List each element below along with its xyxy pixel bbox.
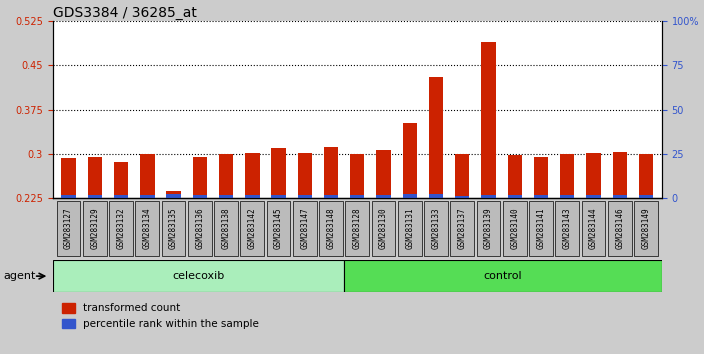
Bar	[403, 123, 417, 198]
Bar	[193, 157, 207, 198]
Bar	[245, 153, 260, 198]
Bar	[87, 195, 102, 198]
Bar	[61, 195, 76, 198]
Bar	[429, 194, 444, 198]
Bar	[560, 154, 574, 198]
Text: GSM283135: GSM283135	[169, 207, 178, 249]
Bar	[271, 148, 286, 198]
Bar	[344, 260, 662, 292]
Text: GSM283148: GSM283148	[327, 207, 336, 249]
Bar	[555, 201, 579, 256]
Text: GSM283128: GSM283128	[353, 207, 362, 249]
Text: GSM283141: GSM283141	[536, 207, 546, 249]
Bar	[612, 195, 627, 198]
Text: control: control	[484, 271, 522, 281]
Bar	[429, 77, 444, 198]
Text: GSM283147: GSM283147	[301, 207, 309, 249]
Bar	[350, 154, 365, 198]
Bar	[193, 195, 207, 198]
Bar	[140, 195, 154, 198]
Bar	[377, 195, 391, 198]
Text: GSM283143: GSM283143	[562, 207, 572, 249]
Text: GSM283146: GSM283146	[615, 207, 624, 249]
Bar	[377, 150, 391, 198]
Bar	[271, 195, 286, 198]
Text: GSM283145: GSM283145	[274, 207, 283, 249]
Text: GSM283132: GSM283132	[117, 207, 125, 249]
Bar	[346, 201, 369, 256]
Bar	[53, 260, 344, 292]
Bar	[612, 152, 627, 198]
Text: agent: agent	[4, 271, 36, 281]
Text: GSM283134: GSM283134	[143, 207, 152, 249]
Bar	[608, 201, 631, 256]
Bar	[482, 195, 496, 198]
Text: GSM283149: GSM283149	[641, 207, 650, 249]
Bar	[586, 153, 601, 198]
Text: GSM283142: GSM283142	[248, 207, 257, 249]
Bar	[219, 195, 233, 198]
Bar	[298, 195, 312, 198]
Bar	[109, 201, 133, 256]
Bar	[639, 154, 653, 198]
Text: celecoxib: celecoxib	[172, 271, 225, 281]
Bar	[140, 154, 154, 198]
Text: GSM283140: GSM283140	[510, 207, 520, 249]
Bar	[586, 195, 601, 198]
Bar	[560, 195, 574, 198]
Bar	[114, 195, 128, 198]
Bar	[267, 201, 290, 256]
Bar	[57, 201, 80, 256]
Text: GSM283127: GSM283127	[64, 207, 73, 249]
Bar	[219, 154, 233, 198]
Bar	[508, 155, 522, 198]
Bar	[324, 147, 338, 198]
Bar	[166, 191, 181, 198]
Bar	[245, 195, 260, 198]
Text: GSM283138: GSM283138	[222, 207, 230, 249]
Bar	[83, 201, 106, 256]
Bar	[425, 201, 448, 256]
Bar	[534, 157, 548, 198]
Bar	[503, 201, 527, 256]
Bar	[455, 154, 470, 198]
Text: GSM283131: GSM283131	[406, 207, 414, 249]
Text: GSM283139: GSM283139	[484, 207, 493, 249]
Bar	[166, 194, 181, 198]
Bar	[188, 201, 212, 256]
Legend: transformed count, percentile rank within the sample: transformed count, percentile rank withi…	[58, 299, 263, 333]
Bar	[61, 158, 76, 198]
Bar	[529, 201, 553, 256]
Bar	[324, 195, 338, 198]
Bar	[298, 153, 312, 198]
Bar	[293, 201, 317, 256]
Bar	[398, 201, 422, 256]
Bar	[455, 196, 470, 198]
Bar	[639, 195, 653, 198]
Bar	[372, 201, 396, 256]
Bar	[403, 194, 417, 198]
Bar	[214, 201, 238, 256]
Text: GSM283137: GSM283137	[458, 207, 467, 249]
Bar	[87, 157, 102, 198]
Bar	[482, 42, 496, 198]
Text: GSM283136: GSM283136	[195, 207, 204, 249]
Text: GSM283129: GSM283129	[90, 207, 99, 249]
Bar	[508, 195, 522, 198]
Bar	[451, 201, 474, 256]
Text: GSM283130: GSM283130	[379, 207, 388, 249]
Text: GSM283144: GSM283144	[589, 207, 598, 249]
Bar	[114, 162, 128, 198]
Bar	[319, 201, 343, 256]
Bar	[534, 195, 548, 198]
Bar	[241, 201, 264, 256]
Bar	[350, 195, 365, 198]
Text: GDS3384 / 36285_at: GDS3384 / 36285_at	[53, 6, 196, 20]
Text: GSM283133: GSM283133	[432, 207, 441, 249]
Bar	[634, 201, 658, 256]
Bar	[477, 201, 501, 256]
Bar	[582, 201, 605, 256]
Bar	[162, 201, 185, 256]
Bar	[135, 201, 159, 256]
